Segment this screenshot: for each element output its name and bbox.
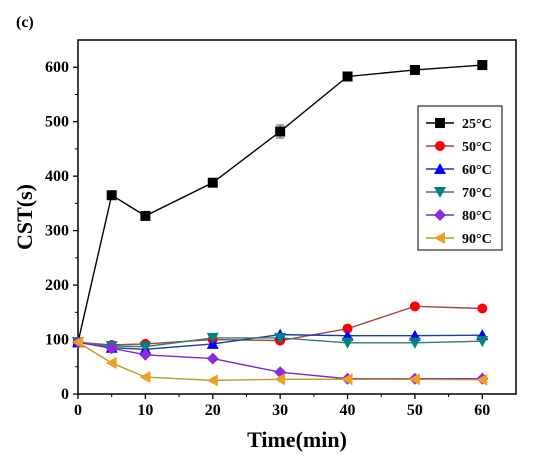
- data-point: [139, 348, 152, 361]
- legend-marker: [434, 163, 446, 174]
- x-tick-label: 0: [74, 402, 82, 419]
- series-line: [77, 337, 483, 348]
- data-point: [206, 332, 219, 344]
- x-tick-label: 30: [272, 402, 288, 419]
- y-tick-label: 0: [61, 386, 69, 403]
- data-point: [409, 301, 420, 312]
- legend-marker: [434, 209, 446, 221]
- y-tick-label: 200: [45, 277, 69, 294]
- x-tick-label: 40: [340, 402, 356, 419]
- y-tick-label: 100: [45, 332, 69, 349]
- data-point: [206, 352, 219, 365]
- legend-label: 70°C: [462, 186, 492, 201]
- data-point: [342, 71, 353, 82]
- data-point: [274, 332, 287, 344]
- data-point: [476, 373, 488, 386]
- y-tick-label: 500: [45, 114, 69, 131]
- data-point: [341, 337, 354, 349]
- data-point: [106, 190, 117, 201]
- data-point: [140, 210, 151, 221]
- y-axis: 0 100 200 300 400 500 600: [45, 59, 78, 403]
- legend-label: 60°C: [462, 163, 492, 178]
- data-point: [105, 342, 118, 355]
- x-tick-label: 10: [137, 402, 153, 419]
- legend-label: 50°C: [462, 140, 492, 155]
- series-line: [77, 341, 483, 382]
- data-point: [275, 126, 286, 137]
- data-point: [274, 373, 286, 386]
- x-axis: 0 10 20 30 40 50 60: [74, 394, 490, 419]
- legend-marker: [434, 187, 446, 198]
- data-point: [139, 341, 152, 353]
- x-axis-title: Time(min): [247, 427, 347, 452]
- data-point: [408, 373, 420, 386]
- data-point: [139, 371, 151, 384]
- series-line: [77, 305, 483, 346]
- series-90°C: [72, 336, 488, 387]
- data-point: [72, 336, 83, 349]
- legend-marker: [435, 118, 445, 128]
- data-point: [477, 60, 488, 71]
- plot-frame: [77, 39, 517, 395]
- legend-label: 90°C: [462, 232, 492, 247]
- legend-frame: [417, 105, 503, 251]
- legend-marker: [434, 232, 445, 244]
- data-point: [342, 323, 353, 334]
- data-point: [476, 336, 489, 348]
- x-tick-label: 60: [474, 402, 490, 419]
- series-line: [77, 64, 483, 343]
- data-point: [341, 373, 353, 386]
- legend-label: 80°C: [462, 209, 492, 224]
- data-point: [206, 374, 218, 387]
- legend-marker: [435, 141, 445, 151]
- y-axis-title: CST(s): [12, 184, 37, 250]
- data-point: [477, 303, 488, 314]
- legend-label: 25°C: [462, 117, 492, 132]
- y-tick-label: 600: [45, 59, 69, 76]
- plot-area: [77, 39, 517, 395]
- x-tick-label: 20: [205, 402, 221, 419]
- data-point: [105, 356, 117, 369]
- series-layer: [72, 60, 489, 387]
- legend: 25°C 50°C 60°C 70°C 80°C 90°C: [417, 105, 503, 251]
- y-tick-label: 400: [45, 168, 69, 185]
- data-point: [408, 337, 421, 349]
- data-point: [409, 64, 420, 75]
- y-tick-label: 300: [45, 223, 69, 240]
- x-tick-label: 50: [407, 402, 423, 419]
- data-point: [207, 177, 218, 188]
- panel-label: (c): [16, 14, 34, 31]
